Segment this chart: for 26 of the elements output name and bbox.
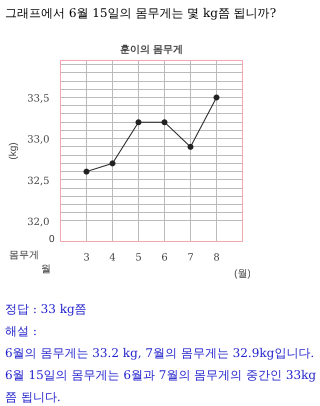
x-tick-label: 4 [109,252,116,264]
chart-title: 그래프에서 6월 15일의 몸무게는 몇 kg쯤 됩니까? [5,5,276,22]
chart-subtitle: 훈이의 몸무게 [120,44,184,56]
x-tick-label: 5 [135,252,142,264]
x-tick-label: 3 [83,252,90,264]
point [84,168,90,175]
point [136,119,142,126]
x-tick-label: 6 [161,252,168,264]
y-axis-title: (kg) [8,142,20,160]
y-tick-label: 33,0 [27,134,50,146]
text: 정답 : 33 kg쯤 [5,302,87,316]
x-tick-label: 8 [213,252,220,264]
text: 월 [41,263,51,277]
y-tick-label: 32,5 [27,176,50,187]
point [188,144,194,150]
x-axis-title: (월) [234,268,251,280]
y-tick-label: 33,5 [27,94,50,105]
point [110,160,116,166]
x-tick-label: 7 [187,252,194,264]
point [162,119,168,126]
y-tick-label: 32,0 [27,216,50,228]
point [214,94,220,101]
text: 해설 : [5,324,37,338]
text: 몸무게 [9,249,39,263]
text: 6월의 몸무게는 33.2 kg, 7월의 몸무게는 32.9kg입니다. 6월 15일의 몸무게는 6월과 7월의 몸무게의 중간인 33kg쯤 됩니다. [5,346,316,404]
text: 0 [49,233,55,247]
